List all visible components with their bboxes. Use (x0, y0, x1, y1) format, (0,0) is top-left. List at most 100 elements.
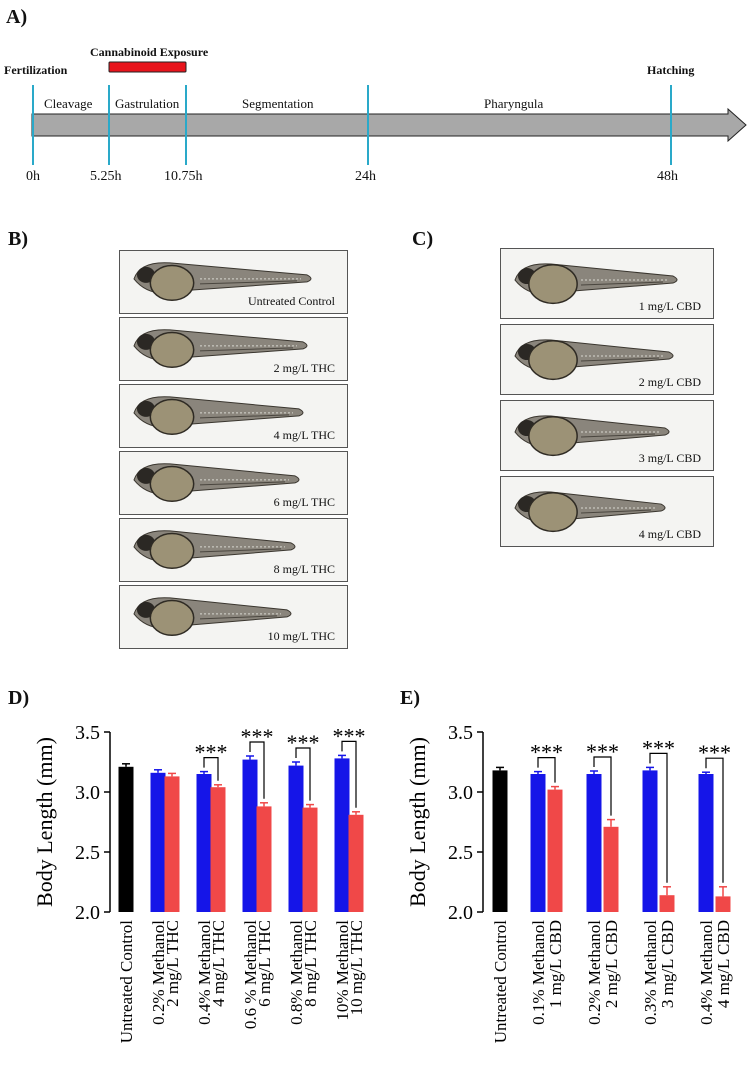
bar (210, 787, 226, 912)
time-5h: 5.25h (90, 169, 122, 184)
panel-e-label: E) (400, 687, 420, 709)
x-tick-label: 0.1% Methanol (529, 920, 548, 1025)
panel-a-label: A) (6, 6, 28, 28)
thc-image-2: 4 mg/L THC (119, 384, 348, 448)
x-tick-label: 2 mg/L CBD (602, 920, 621, 1008)
time-48h: 48h (657, 169, 678, 184)
y-axis-label: Body Length (mm) (32, 737, 57, 907)
x-tick-label: Untreated Control (491, 920, 510, 1043)
x-tick-label: 3 mg/L CBD (658, 920, 677, 1008)
x-tick-label: 0.6 % Methanol (241, 920, 260, 1029)
cbd-body-length-chart: 2.0 2.5 3.0 3.5 Body Length (mm) Untreated Co… (405, 722, 733, 1043)
significance-label: *** (241, 724, 274, 749)
thc-image-label: 4 mg/L THC (273, 428, 335, 442)
panel-c-label: C) (412, 228, 434, 250)
significance-bracket (341, 740, 357, 808)
significance-bracket (295, 747, 311, 801)
cbd-image-1: 2 mg/L CBD (500, 324, 714, 395)
cbd-image-2: 3 mg/L CBD (500, 400, 714, 471)
hatching-label: Hatching (647, 63, 695, 77)
significance-label: *** (586, 739, 619, 764)
significance-label: *** (642, 735, 675, 760)
y-tick-label: 3.0 (75, 782, 100, 804)
bar (256, 806, 272, 912)
x-tick-label: 4 mg/L THC (209, 920, 228, 1007)
cbd-image-label: 3 mg/L CBD (638, 451, 701, 465)
bar (586, 774, 602, 912)
x-tick-label: 0.2% Methanol (585, 920, 604, 1025)
exposure-label: Cannabinoid Exposure (90, 45, 209, 59)
stage-pharyngula: Pharyngula (484, 96, 544, 111)
significance-bracket (203, 757, 219, 781)
cbd-image-0: 1 mg/L CBD (500, 248, 714, 319)
bar (196, 774, 212, 912)
stage-segmentation: Segmentation (242, 96, 314, 111)
x-tick-label: 6 mg/L THC (255, 920, 274, 1007)
y-tick-label: 2.5 (75, 842, 100, 864)
time-10h: 10.75h (164, 169, 203, 184)
thc-image-label: 8 mg/L THC (273, 562, 335, 576)
y-axis-label: Body Length (mm) (405, 737, 430, 907)
bar (348, 814, 364, 912)
thc-image-1: 2 mg/L THC (119, 317, 348, 381)
thc-image-0: Untreated Control (119, 250, 348, 314)
bar (150, 772, 166, 912)
significance-label: *** (287, 730, 320, 755)
thc-image-4: 8 mg/L THC (119, 518, 348, 582)
bar (118, 766, 134, 912)
significance-bracket (705, 757, 724, 883)
bar (659, 895, 675, 912)
exposure-bar (108, 61, 187, 73)
x-tick-label: 10 mg/L THC (347, 920, 366, 1015)
thc-image-label: 6 mg/L THC (273, 495, 335, 509)
panel-b-label: B) (8, 228, 28, 250)
x-tick-label: 10% Methanol (333, 920, 352, 1021)
x-tick-label: Untreated Control (117, 920, 136, 1043)
significance-label: *** (333, 723, 366, 748)
timeline-arrow (31, 107, 747, 143)
y-tick-label: 2.0 (75, 902, 100, 924)
bar (603, 826, 619, 912)
significance-bracket (249, 741, 265, 799)
stage-gastrulation: Gastrulation (115, 96, 180, 111)
x-tick-label: 8 mg/L THC (301, 920, 320, 1007)
significance-label: *** (530, 740, 563, 765)
y-tick-label: 3.5 (75, 722, 100, 744)
y-tick-label: 2.0 (448, 902, 473, 924)
cbd-image-label: 1 mg/L CBD (638, 299, 701, 313)
panel-d-label: D) (8, 687, 30, 709)
bar (530, 774, 546, 912)
bar (547, 789, 563, 912)
significance-bracket (649, 752, 668, 883)
significance-bracket (537, 757, 556, 783)
thc-body-length-chart: 2.0 2.5 3.0 3.5 Body Length (mm) Untreated Co… (32, 722, 366, 1043)
x-tick-label: 0.3% Methanol (641, 920, 660, 1025)
stage-cleavage: Cleavage (44, 96, 93, 111)
bar (334, 758, 350, 912)
thc-image-5: 10 mg/L THC (119, 585, 348, 649)
bar (715, 896, 731, 912)
significance-label: *** (698, 740, 731, 765)
thc-image-label: Untreated Control (248, 294, 335, 308)
bar (302, 807, 318, 912)
cbd-image-label: 4 mg/L CBD (638, 527, 701, 541)
y-tick-label: 3.0 (448, 782, 473, 804)
bar (164, 776, 180, 912)
y-tick-label: 2.5 (448, 842, 473, 864)
bar (642, 770, 658, 912)
x-tick-label: 1 mg/L CBD (546, 920, 565, 1008)
thc-image-label: 2 mg/L THC (273, 361, 335, 375)
fertilization-label: Fertilization (4, 63, 68, 77)
x-tick-label: 4 mg/L CBD (714, 920, 733, 1008)
timeline-graphic (31, 61, 747, 165)
bar (492, 770, 508, 912)
bar (698, 774, 714, 912)
thc-image-3: 6 mg/L THC (119, 451, 348, 515)
x-tick-label: 2 mg/L THC (163, 920, 182, 1007)
significance-label: *** (195, 740, 228, 765)
y-tick-label: 3.5 (448, 722, 473, 744)
thc-image-label: 10 mg/L THC (267, 629, 335, 643)
bar (288, 765, 304, 912)
x-tick-label: 0.4% Methanol (697, 920, 716, 1025)
time-24h: 24h (355, 169, 376, 184)
